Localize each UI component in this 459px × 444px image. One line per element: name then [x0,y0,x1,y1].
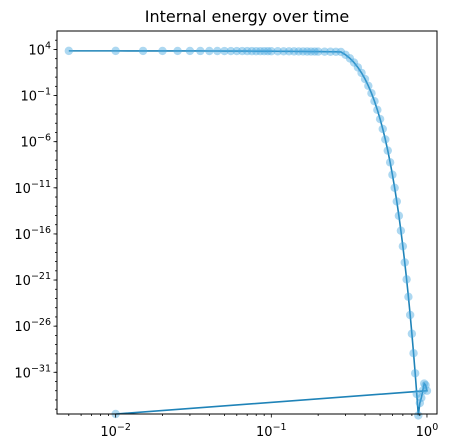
data-point [396,226,406,235]
data-point [289,47,299,56]
data-point [313,47,323,56]
y-tick-label: 104 [28,40,51,58]
data-point [375,114,385,124]
data-point [385,158,395,167]
data-point [367,89,376,98]
data-point [394,211,404,220]
data-point [345,54,355,63]
data-point [421,380,430,390]
data-point [226,46,236,56]
data-point [326,47,335,56]
data-point [158,46,167,56]
plot-area [64,46,432,420]
data-point [410,369,420,378]
data-point [357,68,366,78]
series-line [68,50,428,416]
data-point [294,47,303,56]
data-point [420,379,429,388]
data-point [302,47,312,56]
x-tick-label: 10−2 [100,422,131,440]
data-point [263,47,273,56]
y-tick-label: 10−31 [14,363,51,381]
y-tick-label: 10−1 [20,87,51,105]
y-tick-label: 10−26 [14,317,51,335]
data-point [378,124,387,134]
data-point [370,97,379,106]
data-point [336,47,346,57]
data-point [381,135,390,144]
data-point [422,386,432,395]
data-point [392,197,401,206]
data-point [400,258,409,267]
data-point [341,50,350,60]
data-point [398,242,408,251]
data-point [256,46,265,56]
data-point [360,74,370,84]
data-point [402,275,411,284]
data-point [412,389,421,399]
data-point [284,47,294,56]
data-point [252,46,261,56]
data-point [383,146,392,155]
x-tick-label: 100 [416,422,439,440]
data-point [232,46,241,56]
y-tick-label: 10−6 [20,133,51,151]
data-point [364,81,373,91]
data-point [242,46,252,56]
x-tick-label: 10−1 [256,422,287,440]
data-point [267,47,276,56]
data-point [111,46,120,56]
plot-frame [56,30,438,415]
data-point [404,292,413,302]
data-point [220,46,229,56]
data-point [185,46,195,56]
data-point [390,183,399,193]
data-point [310,47,319,56]
chart-title: Internal energy over time [145,7,350,26]
data-point [409,349,418,358]
data-point [64,46,73,56]
data-point [349,58,359,67]
data-point [205,46,214,56]
data-point [138,46,148,56]
data-point [298,47,308,56]
data-point [331,47,341,57]
data-point [353,63,363,72]
data-point [273,47,282,56]
data-point [415,398,425,408]
data-point [196,46,205,56]
axes: 10−2 10−1 100 104 10−1 10−6 10−11 10−16 10−21 10−… [14,39,439,440]
data-point [414,411,423,420]
data-point [213,46,222,56]
data-point [237,46,247,56]
data-point [405,310,415,320]
data-point [259,46,269,56]
data-point [173,46,182,56]
y-tick-label: 10−16 [14,225,51,243]
data-point [388,170,397,179]
y-tick-label: 10−11 [14,179,51,197]
data-point [417,393,426,403]
data-point [306,47,316,56]
data-point [247,46,257,56]
data-point [407,329,417,338]
data-point [373,105,382,115]
data-point [320,47,329,56]
y-tick-label: 10−21 [14,271,51,289]
data-point [418,386,427,395]
data-point [279,47,288,56]
